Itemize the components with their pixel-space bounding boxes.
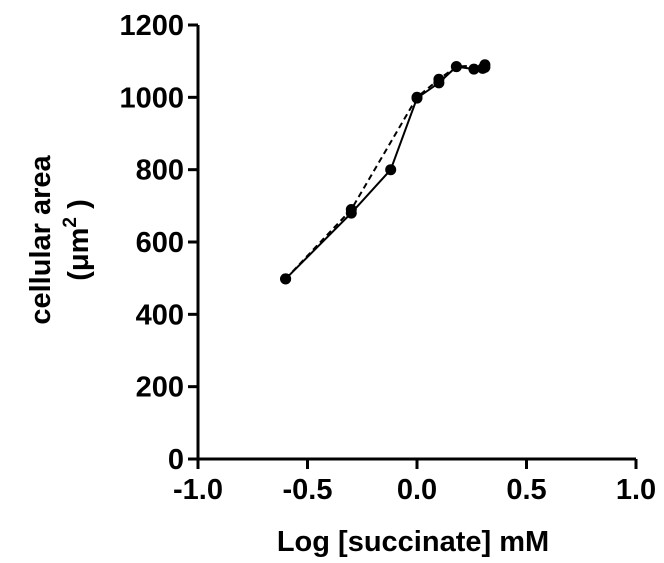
data-point: [411, 91, 423, 103]
y-tick-label: 600: [136, 227, 184, 259]
y-tick-label: 800: [136, 155, 184, 187]
data-point: [479, 59, 491, 71]
y-axis-unit-superscript: 2: [60, 217, 81, 228]
data-point: [385, 164, 397, 176]
x-axis-title: Log [succinate] mM: [277, 526, 549, 558]
y-axis-title: cellular area (μm2 ): [25, 154, 95, 324]
y-axis-unit-prefix: (μm: [63, 228, 95, 281]
data-point: [450, 61, 462, 73]
y-tick-label: 0: [168, 444, 184, 476]
x-tick-label: 0.5: [506, 474, 546, 506]
series-layer: [280, 59, 491, 285]
axes: 0 200 400 600 800 1000 1200 -1.0 -0.5 0.0 0.5 1.0: [119, 10, 656, 506]
y-tick-label: 1000: [119, 82, 184, 114]
x-tick-label: -0.5: [283, 474, 333, 506]
y-tick-label: 1200: [119, 10, 184, 42]
data-point: [433, 73, 445, 85]
series-line-2: [284, 63, 485, 280]
x-tick-label: -1.0: [173, 474, 223, 506]
y-axis-title-line2: (μm2 ): [60, 199, 95, 280]
y-tick-label: 400: [136, 299, 184, 331]
data-point: [345, 204, 357, 215]
data-point: [280, 273, 292, 285]
x-tick-label: 1.0: [616, 474, 656, 506]
x-tick-label: 0.0: [397, 474, 437, 506]
y-tick-label: 200: [136, 372, 184, 404]
y-axis-unit-suffix: ): [63, 199, 95, 217]
y-axis-title-line1: cellular area: [25, 154, 57, 324]
